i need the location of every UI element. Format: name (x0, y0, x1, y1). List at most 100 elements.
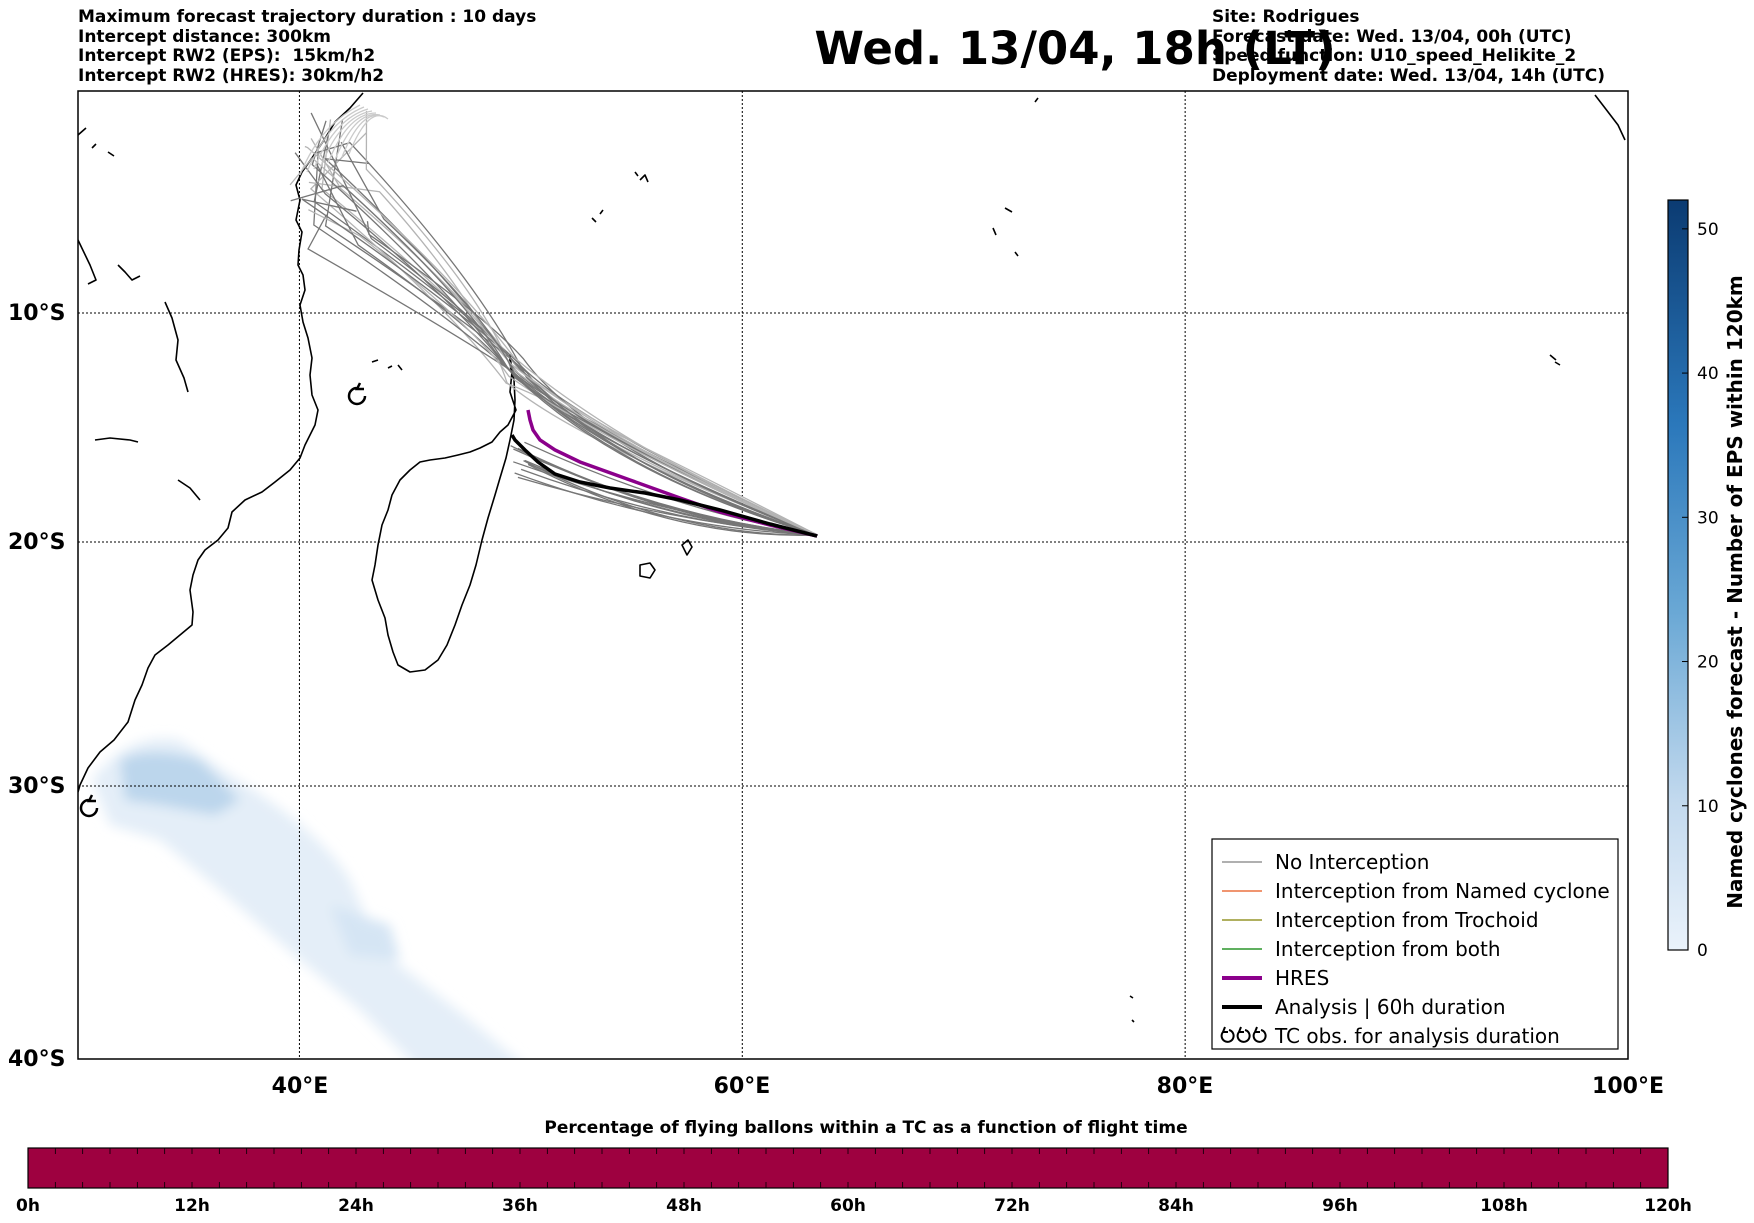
trajectory-info: Maximum forecast trajectory duration : 1… (78, 7, 537, 86)
legend-label: Analysis | 60h duration (1275, 995, 1506, 1019)
timebar-tick-label: 24h (338, 1196, 374, 1216)
eps-track (510, 445, 818, 536)
colorbar-tick-label: 50 (1697, 220, 1719, 240)
eps-track (309, 132, 818, 536)
legend-label: Interception from Trochoid (1275, 908, 1539, 932)
cyclone-icon (1220, 1026, 1267, 1043)
legend-item: HRES (1222, 966, 1329, 990)
info-line: Site: Rodrigues (1212, 7, 1360, 27)
map-border (77, 90, 1629, 1060)
eps-track (327, 112, 377, 164)
map-area (78, 91, 1628, 1059)
legend-label: Interception from both (1275, 937, 1501, 961)
colorbar-tick-label: 20 (1697, 653, 1719, 673)
legend-item: Interception from Named cyclone (1222, 879, 1610, 903)
cyclone-icon (79, 794, 99, 818)
colorbar-title: Named cyclones forecast - Number of EPS … (1723, 275, 1747, 909)
colorbar-tick-label: 10 (1697, 797, 1719, 817)
eps-track (301, 198, 818, 536)
legend-label: Interception from Named cyclone (1275, 879, 1610, 903)
info-line: Intercept distance: 300km (78, 26, 331, 47)
timebar-fill (27, 1147, 1669, 1189)
madagascar-coast (371, 354, 517, 673)
island-reunion (639, 562, 656, 579)
legend-label: TC obs. for analysis duration (1274, 1024, 1560, 1048)
mozambique-inland-lakes (78, 239, 189, 393)
lon-label: 60°E (714, 1074, 771, 1099)
site-info: Site: Rodrigues Forecast date: Wed. 13/0… (1212, 7, 1606, 86)
eps-track (290, 184, 818, 536)
graticule (78, 91, 1628, 1059)
eps-track (313, 108, 369, 170)
lat-label: 30°S (8, 774, 65, 799)
analysis-trajectory (510, 434, 818, 538)
legend-item: Analysis | 60h duration (1222, 995, 1506, 1019)
info-line: Forecast date: Wed. 13/04, 00h (UTC) (1212, 26, 1572, 47)
eps-track (310, 138, 818, 536)
title-text: Wed. 13/04, 18h (LT) (814, 22, 1336, 75)
timebar-title: Percentage of flying ballons within a TC… (544, 1118, 1187, 1138)
coastlines (78, 92, 1626, 1023)
seychelles (591, 171, 649, 223)
island-comoros (371, 359, 403, 371)
island-rodrigues-nearby (1549, 354, 1561, 366)
info-line: Maximum forecast trajectory duration : 1… (78, 7, 537, 27)
legend-label: HRES (1275, 966, 1329, 990)
eps-track (308, 181, 818, 536)
lon-label: 100°E (1592, 1074, 1664, 1099)
eps-track (306, 106, 365, 173)
longitude-labels: 40°E 60°E 80°E 100°E (272, 1074, 1664, 1099)
info-line: Intercept RW2 (HRES): 30km/h2 (78, 65, 385, 86)
eps-track (527, 463, 818, 537)
lon-label: 40°E (272, 1074, 329, 1099)
timebar-tick-label: 36h (502, 1196, 538, 1216)
island-maldives (992, 207, 1019, 257)
cyclone-colorbar: 0 10 20 30 40 50 Named cyclones forecast - Nu… (1667, 199, 1747, 961)
timebar-tick-label: 60h (830, 1196, 866, 1216)
colorbar-tick-label: 0 (1697, 941, 1708, 961)
timebar-tick-label: 12h (174, 1196, 210, 1216)
legend-item: Interception from both (1222, 937, 1501, 961)
eps-track (334, 113, 381, 161)
info-line: Speed function: U10_speed_Helikite_2 (1212, 46, 1577, 66)
island-northeast (1034, 94, 1626, 141)
legend: No Interception Interception from Named c… (1211, 838, 1619, 1050)
timebar-tick-label: 84h (1158, 1196, 1194, 1216)
page-title: Wed. 13/04, 18h (LT) (0, 22, 1754, 75)
eps-track (308, 209, 818, 536)
eps-track (514, 472, 818, 536)
time-bar: Percentage of flying ballons within a TC… (16, 1118, 1692, 1216)
eps-track (348, 114, 389, 155)
info-line: Deployment date: Wed. 13/04, 14h (UTC) (1212, 65, 1606, 86)
timebar-tick-label: 120h (1644, 1196, 1692, 1216)
lon-label: 80°E (1157, 1074, 1214, 1099)
inland-lake (94, 437, 201, 501)
africa-coast (78, 92, 364, 793)
eps-track (304, 145, 818, 536)
legend-item: TC obs. for analysis duration (1220, 1024, 1560, 1048)
eps-track (320, 110, 373, 167)
lat-label: 20°S (8, 530, 65, 555)
eps-track (340, 141, 818, 536)
lat-label: 40°S (8, 1047, 65, 1072)
eps-track (310, 112, 818, 536)
legend-item: No Interception (1222, 850, 1429, 874)
info-line: Intercept RW2 (EPS): 15km/h2 (78, 46, 376, 66)
arabia-somalia-edge (78, 127, 115, 157)
latitude-labels: 10°S 20°S 30°S 40°S (8, 301, 65, 1072)
eps-track (289, 157, 818, 536)
legend-item: Interception from Trochoid (1222, 908, 1539, 932)
cyclone-icon (347, 382, 367, 406)
colorbar-gradient (1667, 199, 1689, 951)
timebar-tick-label: 108h (1480, 1196, 1528, 1216)
eps-track (299, 104, 361, 176)
timebar-tick-label: 0h (16, 1196, 40, 1216)
cyclone-density-field (92, 738, 517, 1059)
lat-label: 10°S (8, 301, 65, 326)
legend-label: No Interception (1275, 850, 1429, 874)
timebar-tick-label: 96h (1322, 1196, 1358, 1216)
eps-track (311, 120, 818, 536)
timebar-tick-label: 72h (994, 1196, 1030, 1216)
eps-trajectories (289, 104, 818, 537)
